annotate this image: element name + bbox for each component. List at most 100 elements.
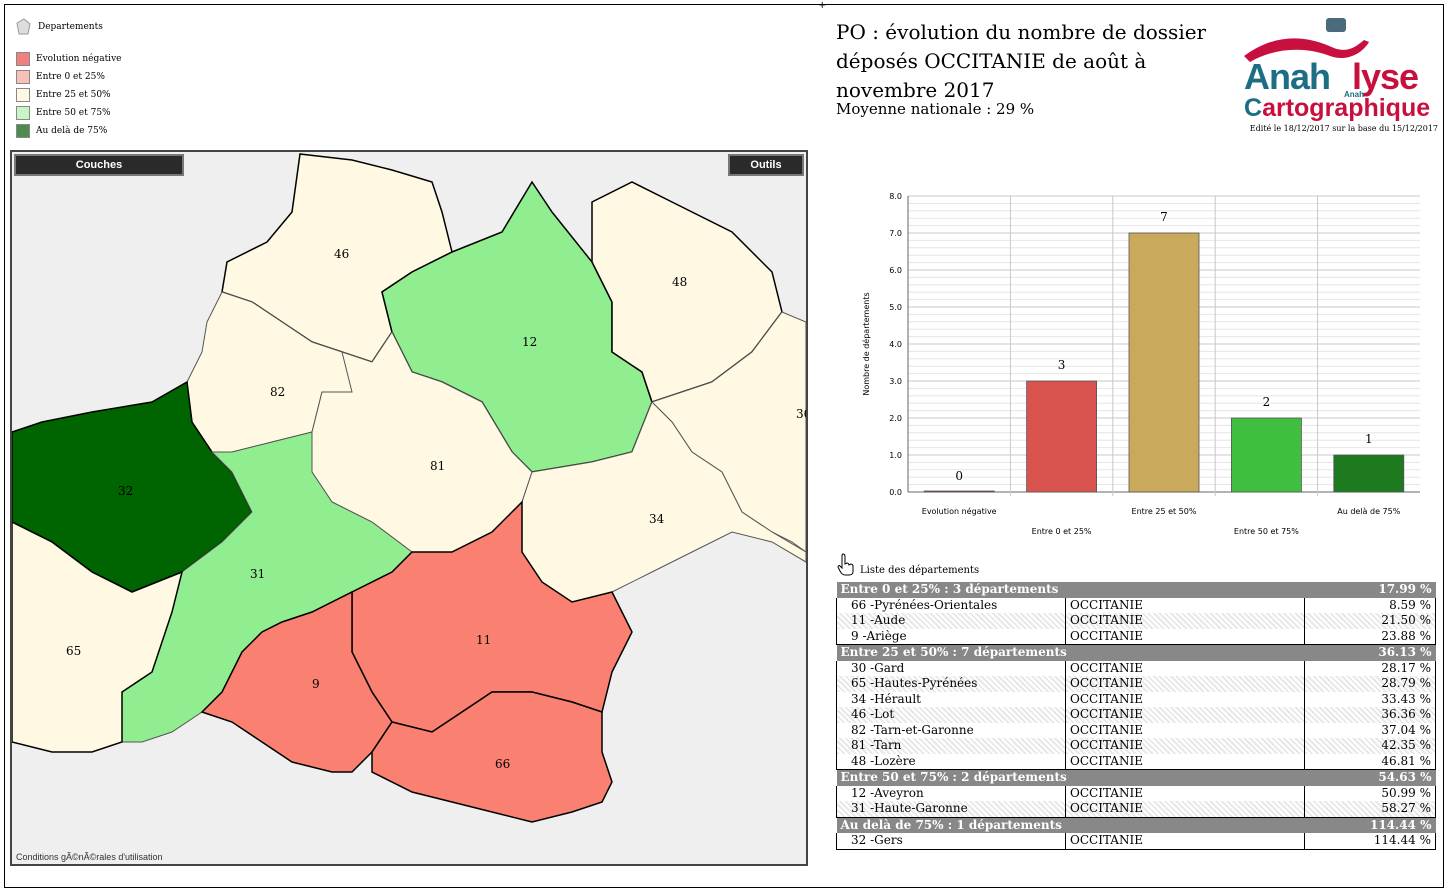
logo-cartographique: Cartographique — [1244, 94, 1430, 123]
dept-label: 31 — [250, 567, 265, 581]
group-total: 17.99 % — [1304, 582, 1436, 598]
category-label: Evolution négative — [922, 506, 997, 516]
y-axis-label: Nombre de départements — [861, 292, 871, 395]
group-total: 36.13 % — [1304, 644, 1436, 661]
bar — [923, 490, 995, 493]
table-row: 46 -Lot OCCITANIE 36.36 % — [836, 707, 1436, 723]
dept-name: 81 -Tarn — [836, 738, 1066, 754]
bar-value-label: 1 — [1365, 432, 1373, 446]
logo-swoosh-icon — [1244, 18, 1369, 62]
category-label: Entre 25 et 50% — [1132, 507, 1197, 516]
bar-value-label: 7 — [1160, 210, 1168, 224]
couches-button[interactable]: Couches — [14, 154, 184, 176]
dept-region: OCCITANIE — [1065, 613, 1305, 629]
group-title: Entre 0 et 25% : 3 départements — [836, 582, 1305, 598]
y-tick-label: 2.0 — [889, 414, 902, 423]
dept-value: 46.81 % — [1304, 753, 1436, 770]
dept-label: 66 — [495, 757, 510, 771]
dept-label: 11 — [476, 633, 491, 647]
category-label: Entre 50 et 75% — [1234, 527, 1299, 536]
bar-value-label: 2 — [1263, 395, 1271, 409]
category-label: Au delà de 75% — [1337, 507, 1400, 516]
dept-name: 30 -Gard — [836, 660, 1066, 676]
dept-name: 32 -Gers — [836, 833, 1066, 850]
list-header: Liste des départements — [836, 552, 979, 576]
dept-name: 9 -Ariège — [836, 628, 1066, 645]
logo-lyse: lyse — [1352, 56, 1419, 97]
table-row: 32 -Gers OCCITANIE 114.44 % — [836, 833, 1436, 850]
table-row: 31 -Haute-Garonne OCCITANIE 58.27 % — [836, 801, 1436, 818]
logo-carto-c: C — [1244, 94, 1263, 122]
logo-anah: Anah — [1244, 56, 1331, 97]
edit-note: Edité le 18/12/2017 sur la base du 15/12… — [1249, 124, 1438, 133]
legend-item: Entre 50 et 75% — [14, 104, 121, 122]
y-tick-label: 5.0 — [889, 303, 902, 312]
table-row: 81 -Tarn OCCITANIE 42.35 % — [836, 738, 1436, 754]
dept-value: 8.59 % — [1304, 597, 1436, 613]
y-tick-label: 7.0 — [889, 229, 902, 238]
group-title: Entre 25 et 50% : 7 départements — [836, 644, 1305, 661]
dept-label: 32 — [118, 484, 133, 498]
dept-value: 36.36 % — [1304, 707, 1436, 723]
dept-label: 9 — [312, 677, 320, 691]
cross-marker: + — [818, 0, 827, 11]
legend-swatch — [16, 52, 30, 66]
polygon-layer-icon — [16, 18, 31, 35]
dept-name: 82 -Tarn-et-Garonne — [836, 722, 1066, 738]
legend-swatch — [16, 70, 30, 84]
page-title: PO : évolution du nombre de dossier dépo… — [836, 20, 1207, 102]
dept-label: 48 — [672, 275, 687, 289]
dept-label: 46 — [334, 247, 349, 261]
dept-value: 37.04 % — [1304, 722, 1436, 738]
dept-region: OCCITANIE — [1065, 753, 1305, 770]
logo-carto-rest: artographique — [1262, 94, 1431, 122]
bar-chart: 0.0 1.0 2.0 3.0 4.0 5.0 6.0 7.0 8.0 Nombre de dép… — [861, 192, 1420, 536]
y-tick-label: 6.0 — [889, 266, 902, 275]
table-row: 30 -Gard OCCITANIE 28.17 % — [836, 660, 1436, 676]
page-frame — [4, 4, 1444, 888]
dept-65[interactable] — [12, 521, 184, 753]
group-total: 54.63 % — [1304, 769, 1436, 786]
bar — [1128, 232, 1200, 493]
table-row: 48 -Lozère OCCITANIE 46.81 % — [836, 753, 1436, 770]
legend-label: Entre 50 et 75% — [36, 108, 111, 118]
map-view[interactable]: 46 12 48 82 30 81 32 34 31 11 65 9 66 Co… — [10, 150, 808, 866]
hand-pointer-icon[interactable] — [836, 552, 856, 576]
legend-label: Entre 25 et 50% — [36, 90, 111, 100]
dept-name: 46 -Lot — [836, 707, 1066, 723]
dept-value: 23.88 % — [1304, 628, 1436, 645]
y-tick-label: 1.0 — [889, 451, 902, 460]
table-row: 82 -Tarn-et-Garonne OCCITANIE 37.04 % — [836, 722, 1436, 738]
legend-swatch — [16, 124, 30, 138]
legend-title: Departements — [14, 18, 121, 36]
dept-region: OCCITANIE — [1070, 785, 1143, 800]
terms-link[interactable]: Conditions gÃ©nÃ©rales d'utilisation — [16, 852, 163, 862]
dept-label: 65 — [66, 644, 81, 658]
dept-region: OCCITANIE — [1065, 833, 1305, 850]
dept-region: OCCITANIE — [1070, 722, 1143, 737]
legend-label: Evolution négative — [36, 54, 122, 64]
dept-region: OCCITANIE — [1065, 707, 1305, 723]
table-row: 34 -Hérault OCCITANIE 33.43 % — [836, 691, 1436, 707]
dept-66[interactable] — [371, 691, 613, 823]
bar-value-label: 0 — [955, 469, 963, 483]
group-title: Au delà de 75% : 1 départements — [836, 817, 1305, 833]
category-label: Entre 0 et 25% — [1032, 527, 1092, 536]
y-tick-label: 8.0 — [889, 192, 902, 201]
dept-region: OCCITANIE — [1065, 676, 1305, 692]
dept-label: 34 — [649, 512, 665, 526]
department-table: Entre 0 et 25% : 3 départements 17.99 % 66… — [836, 582, 1436, 850]
table-group-header: Au delà de 75% : 1 départements 114.44 % — [836, 817, 1436, 833]
legend-swatch — [16, 88, 30, 102]
dept-value: 50.99 % — [1304, 785, 1436, 801]
table-row: 66 -Pyrénées-Orientales OCCITANIE 8.59 % — [836, 597, 1436, 613]
outils-button[interactable]: Outils — [728, 154, 804, 176]
group-title: Entre 50 et 75% : 2 départements — [836, 769, 1305, 786]
logo-small-anah: Anah — [1344, 90, 1364, 99]
dept-label: 30 — [796, 407, 806, 421]
legend-item: Entre 0 et 25% — [14, 68, 121, 86]
list-title: Liste des départements — [860, 565, 980, 576]
dept-region: OCCITANIE — [1070, 597, 1143, 612]
dept-name: 11 -Aude — [836, 613, 1066, 629]
dept-name: 48 -Lozère — [836, 753, 1066, 770]
